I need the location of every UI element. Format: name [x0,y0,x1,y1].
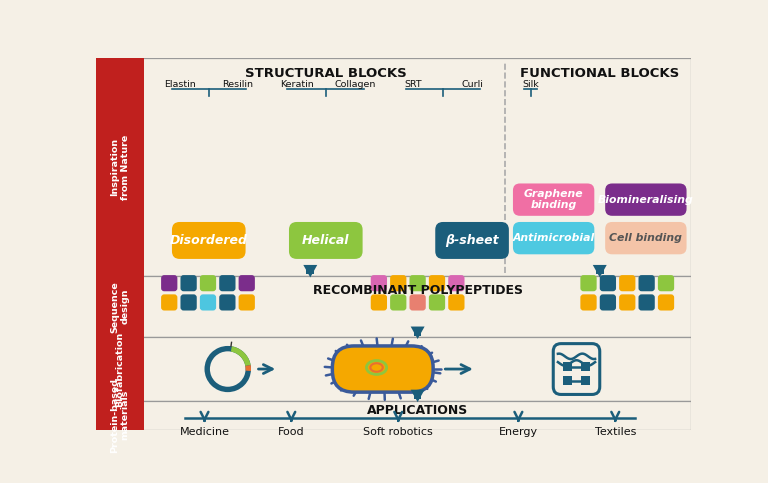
Text: Cell binding: Cell binding [610,233,682,243]
Text: Silk: Silk [522,80,539,88]
Text: Antimicrobial: Antimicrobial [512,233,594,243]
Text: Elastin: Elastin [164,80,195,88]
Polygon shape [303,265,317,277]
FancyBboxPatch shape [180,275,197,291]
Text: Disordered: Disordered [170,234,248,247]
FancyBboxPatch shape [371,294,387,311]
FancyBboxPatch shape [581,275,597,291]
Text: Biofabrication: Biofabrication [115,331,124,407]
FancyBboxPatch shape [409,294,425,311]
Text: FUNCTIONAL BLOCKS: FUNCTIONAL BLOCKS [520,67,680,80]
Bar [562,362,572,371]
Text: Keratin: Keratin [280,80,313,88]
Bar [96,58,691,276]
Bar [581,376,591,385]
FancyBboxPatch shape [180,294,197,311]
FancyBboxPatch shape [605,184,687,216]
Text: Medicine: Medicine [180,427,230,437]
Wedge shape [204,346,251,392]
FancyBboxPatch shape [638,275,655,291]
FancyBboxPatch shape [600,294,616,311]
Bar [96,338,144,400]
Bar [96,276,691,338]
FancyBboxPatch shape [658,294,674,311]
FancyBboxPatch shape [581,294,597,311]
FancyBboxPatch shape [239,294,255,311]
FancyBboxPatch shape [219,275,236,291]
Bar [414,327,422,336]
FancyBboxPatch shape [409,275,425,291]
FancyBboxPatch shape [513,184,594,216]
Text: Graphene
binding: Graphene binding [524,189,584,211]
Polygon shape [411,327,425,339]
FancyBboxPatch shape [619,294,635,311]
FancyBboxPatch shape [161,275,177,291]
Text: SRT: SRT [405,80,422,88]
FancyBboxPatch shape [435,222,509,259]
Bar [562,376,572,385]
Bar [96,400,144,430]
Text: STRUCTURAL BLOCKS: STRUCTURAL BLOCKS [245,67,407,80]
FancyBboxPatch shape [429,294,445,311]
FancyBboxPatch shape [429,275,445,291]
FancyBboxPatch shape [658,275,674,291]
Bar [596,265,604,274]
FancyBboxPatch shape [449,294,465,311]
Wedge shape [231,346,250,366]
FancyBboxPatch shape [371,275,387,291]
FancyBboxPatch shape [638,294,655,311]
Text: Inspiration
from Nature: Inspiration from Nature [111,134,130,199]
Text: Collagen: Collagen [334,80,376,88]
Bar [96,400,691,430]
FancyBboxPatch shape [172,222,246,259]
Text: Soft robotics: Soft robotics [363,427,433,437]
FancyBboxPatch shape [333,346,433,392]
Text: Helical: Helical [302,234,349,247]
Text: Curli: Curli [461,80,483,88]
Bar [96,58,144,276]
FancyBboxPatch shape [619,275,635,291]
Text: Biomineralising: Biomineralising [598,195,694,205]
FancyBboxPatch shape [390,294,406,311]
Polygon shape [411,390,425,402]
Bar [96,276,144,338]
FancyBboxPatch shape [390,275,406,291]
Text: β-sheet: β-sheet [445,234,499,247]
FancyBboxPatch shape [219,294,236,311]
Bar [306,265,314,274]
Text: APPLICATIONS: APPLICATIONS [367,404,468,417]
Bar [96,338,691,400]
Text: RECOMBINANT POLYPEPTIDES: RECOMBINANT POLYPEPTIDES [313,284,523,297]
Bar [581,362,591,371]
Text: Protein-based
materials: Protein-based materials [111,378,130,453]
Text: Sequence
design: Sequence design [111,281,130,332]
FancyBboxPatch shape [200,275,216,291]
FancyBboxPatch shape [600,275,616,291]
FancyBboxPatch shape [449,275,465,291]
Bar [414,390,422,399]
Text: Resilin: Resilin [223,80,253,88]
Text: Textiles: Textiles [594,427,636,437]
FancyBboxPatch shape [605,222,687,255]
Wedge shape [245,365,251,371]
FancyBboxPatch shape [200,294,216,311]
FancyBboxPatch shape [513,222,594,255]
FancyBboxPatch shape [289,222,362,259]
FancyBboxPatch shape [239,275,255,291]
FancyBboxPatch shape [553,343,600,395]
FancyBboxPatch shape [161,294,177,311]
Text: Food: Food [278,427,305,437]
Text: Energy: Energy [498,427,538,437]
Polygon shape [593,265,607,277]
